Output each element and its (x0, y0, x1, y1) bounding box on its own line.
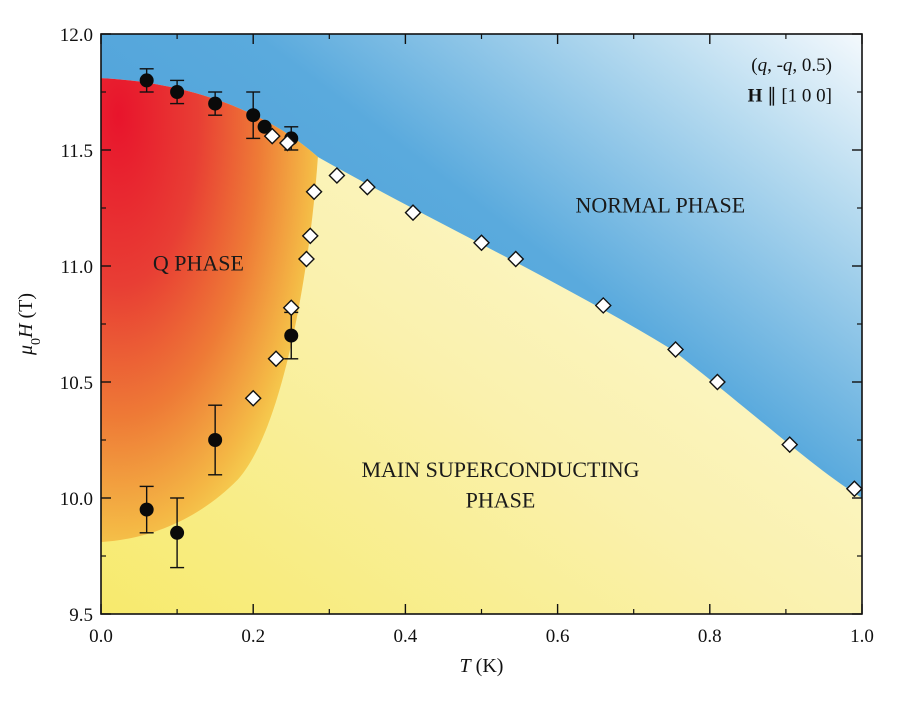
x-tick-label: 0.6 (546, 626, 570, 647)
x-tick-label: 0.8 (698, 626, 722, 647)
x-tick-label: 1.0 (850, 626, 874, 647)
wavevector-annotation: (q, -q, 0.5) (751, 55, 832, 76)
filled-circle-point (170, 525, 185, 540)
filled-circle-point (284, 328, 299, 343)
open-diamond-point (708, 373, 726, 391)
open-diamond-point (328, 167, 346, 185)
y-tick-label: 10.5 (60, 373, 93, 394)
x-tick-label: 0.4 (394, 626, 418, 647)
filled-circle-point (139, 73, 154, 88)
q-phase-label: Q PHASE (153, 251, 244, 276)
main-phase-label-line1: MAIN SUPERCONDUCTING (361, 457, 639, 482)
open-diamond-point (244, 389, 262, 407)
x-tick-label: 0.0 (89, 626, 113, 647)
open-diamond-point (278, 134, 296, 152)
y-axis-title: μ0H (T) (15, 293, 44, 356)
y-tick-label: 10.0 (60, 489, 93, 510)
filled-circle-point (208, 433, 223, 447)
open-diamond-point (358, 178, 376, 196)
open-diamond-point (781, 436, 799, 454)
y-tick-label: 12.0 (60, 25, 93, 46)
open-diamond-point (473, 234, 490, 252)
open-diamond-point (301, 227, 319, 245)
open-diamond-point (667, 341, 685, 359)
y-tick-label: 9.5 (69, 605, 93, 626)
normal-phase-label: NORMAL PHASE (575, 193, 745, 218)
field-direction-annotation: H ∥ [1 0 0] (748, 85, 832, 106)
filled-circle-point (208, 96, 223, 111)
data-points (139, 73, 863, 540)
y-tick-label: 11.5 (60, 141, 93, 162)
filled-circle-point (139, 502, 154, 517)
q-phase-region (101, 78, 318, 543)
open-diamond-point (507, 250, 525, 268)
x-axis-title: T (K) (460, 655, 504, 677)
open-diamond-point (263, 127, 281, 145)
axis-tick-labels: 0.0 0.2 0.4 0.6 0.8 1.0 9.5 10.0 10.5 11.0 11.5 12.… (60, 25, 874, 647)
open-diamond-point (282, 299, 300, 317)
filled-circle-point (170, 85, 185, 99)
filled-circle-point (246, 108, 261, 123)
open-diamond-point (297, 250, 315, 268)
region-labels: NORMAL PHASE Q PHASE MAIN SUPERCONDUCTIN… (153, 193, 745, 513)
open-diamond-point (594, 296, 612, 314)
field-orientation-annotation: (q, -q, 0.5) H ∥ [1 0 0] (748, 55, 832, 106)
open-diamond-point (305, 183, 323, 201)
open-diamond-point (845, 480, 863, 498)
filled-circle-point (257, 119, 272, 134)
x-tick-label: 0.2 (241, 626, 265, 647)
axis-ticks (100, 33, 863, 615)
y-tick-label: 11.0 (60, 257, 93, 278)
main-phase-label-line2: PHASE (466, 487, 536, 512)
open-diamond-point (267, 350, 285, 368)
open-diamond-point (404, 204, 422, 222)
phase-regions (101, 34, 862, 615)
